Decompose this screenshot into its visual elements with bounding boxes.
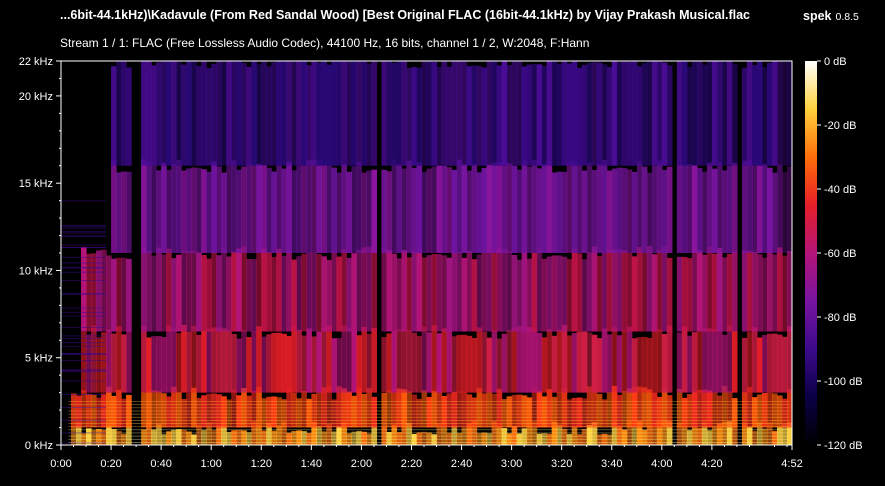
colorbar-tick-label: -80 dB: [824, 312, 856, 324]
x-tick-label: 1:40: [301, 458, 322, 470]
x-tick-label: 4:00: [651, 458, 672, 470]
app-version: 0.8.5: [835, 11, 859, 23]
x-tick-label: 2:00: [351, 458, 372, 470]
x-tick-label: 4:20: [701, 458, 722, 470]
y-tick-label: 5 kHz: [25, 353, 53, 365]
x-tick-label: 4:52: [781, 458, 802, 470]
x-tick-label: 1:00: [200, 458, 221, 470]
y-tick-label: 20 kHz: [19, 91, 53, 103]
y-tick-label: 0 kHz: [25, 440, 53, 452]
stream-info: Stream 1 / 1: FLAC (Free Lossless Audio …: [60, 36, 590, 50]
colorbar: [805, 61, 817, 445]
frequency-axis: 22 kHz 20 kHz 15 kHz 10 kHz 5 kHz 0 kHz: [19, 56, 61, 452]
colorbar-tick-label: -60 dB: [824, 248, 856, 260]
x-tick-label: 1:20: [251, 458, 272, 470]
app-name-label: spek: [803, 9, 832, 23]
colorbar-tick-label: 0 dB: [824, 56, 847, 68]
app-name: spek 0.8.5: [803, 9, 859, 23]
x-tick-label: 0:00: [50, 458, 71, 470]
colorbar-axis: 0 dB -20 dB -40 dB -60 dB -80 dB -100 dB -120 …: [817, 56, 863, 452]
y-tick-label: 10 kHz: [19, 265, 53, 277]
colorbar-tick-label: -40 dB: [824, 184, 856, 196]
colorbar-tick-label: -100 dB: [824, 376, 863, 388]
x-tick-label: 3:20: [551, 458, 572, 470]
x-tick-label: 3:00: [501, 458, 522, 470]
colorbar-tick-label: -120 dB: [824, 440, 863, 452]
spectrogram-plot: [61, 61, 792, 445]
x-tick-label: 0:40: [150, 458, 171, 470]
x-tick-label: 0:20: [100, 458, 121, 470]
colorbar-tick-label: -20 dB: [824, 120, 856, 132]
file-title: ...6bit-44.1kHz)\Kadavule (From Red Sand…: [60, 8, 750, 22]
x-tick-label: 2:20: [401, 458, 422, 470]
time-axis: 0:00 0:20 0:40 1:00 1:20 1:40 2:00 2:20 2:40 3:00…: [50, 445, 803, 470]
x-tick-label: 2:40: [451, 458, 472, 470]
y-tick-label: 22 kHz: [19, 56, 53, 68]
y-tick-label: 15 kHz: [19, 178, 53, 190]
x-tick-label: 3:40: [601, 458, 622, 470]
